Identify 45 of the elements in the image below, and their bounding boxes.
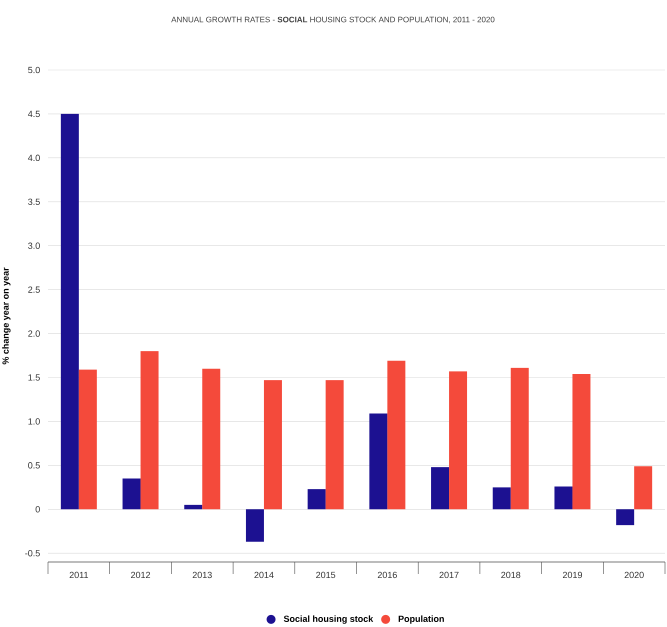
legend-label: Population — [398, 615, 444, 624]
bar — [326, 380, 344, 510]
y-tick-label: 4.5 — [28, 110, 40, 118]
bar — [572, 374, 590, 510]
y-tick-label: 3.0 — [28, 242, 40, 249]
x-tick-label: 2016 — [378, 572, 397, 578]
bar — [431, 467, 450, 510]
bar — [387, 360, 406, 510]
y-tick-label: 4.0 — [28, 154, 40, 162]
y-tick-label: 1.5 — [28, 374, 40, 381]
y-tick-label: 3.5 — [28, 198, 40, 205]
y-tick-label: 0 — [36, 506, 40, 512]
y-tick-label: 1.0 — [28, 418, 40, 425]
y-tick-label: 2.0 — [28, 330, 40, 337]
x-tick-label: 2020 — [624, 572, 644, 578]
x-tick-label: 2012 — [131, 572, 150, 578]
x-tick-label: 2018 — [501, 572, 520, 578]
bar — [492, 487, 511, 510]
y-tick-label: 5.0 — [28, 66, 40, 74]
bar — [449, 371, 468, 510]
bar — [554, 486, 572, 510]
bar — [140, 351, 159, 510]
x-tick-label: 2013 — [192, 572, 212, 578]
y-tick-label: 0.5 — [28, 462, 40, 469]
x-tick-label: 2017 — [440, 572, 459, 578]
x-tick-label: 2019 — [562, 572, 582, 578]
bar — [184, 504, 202, 510]
bar — [122, 478, 141, 510]
y-tick-label: 2.5 — [28, 286, 40, 293]
x-tick-label: 2014 — [254, 572, 274, 578]
y-axis-title: % change year on year — [2, 268, 11, 364]
bar — [60, 114, 79, 510]
bar — [634, 466, 652, 510]
legend-label: Social housing stock — [284, 615, 374, 624]
x-tick-label: 2015 — [316, 572, 336, 578]
x-tick-label: 2011 — [70, 572, 88, 578]
bar — [510, 368, 529, 510]
bar — [616, 509, 634, 526]
y-tick-label: -0.5 — [25, 550, 40, 556]
bar — [246, 509, 264, 542]
bar — [264, 380, 282, 510]
bar — [369, 414, 388, 510]
bar — [202, 368, 220, 510]
bar — [78, 370, 97, 510]
bar — [308, 489, 326, 510]
